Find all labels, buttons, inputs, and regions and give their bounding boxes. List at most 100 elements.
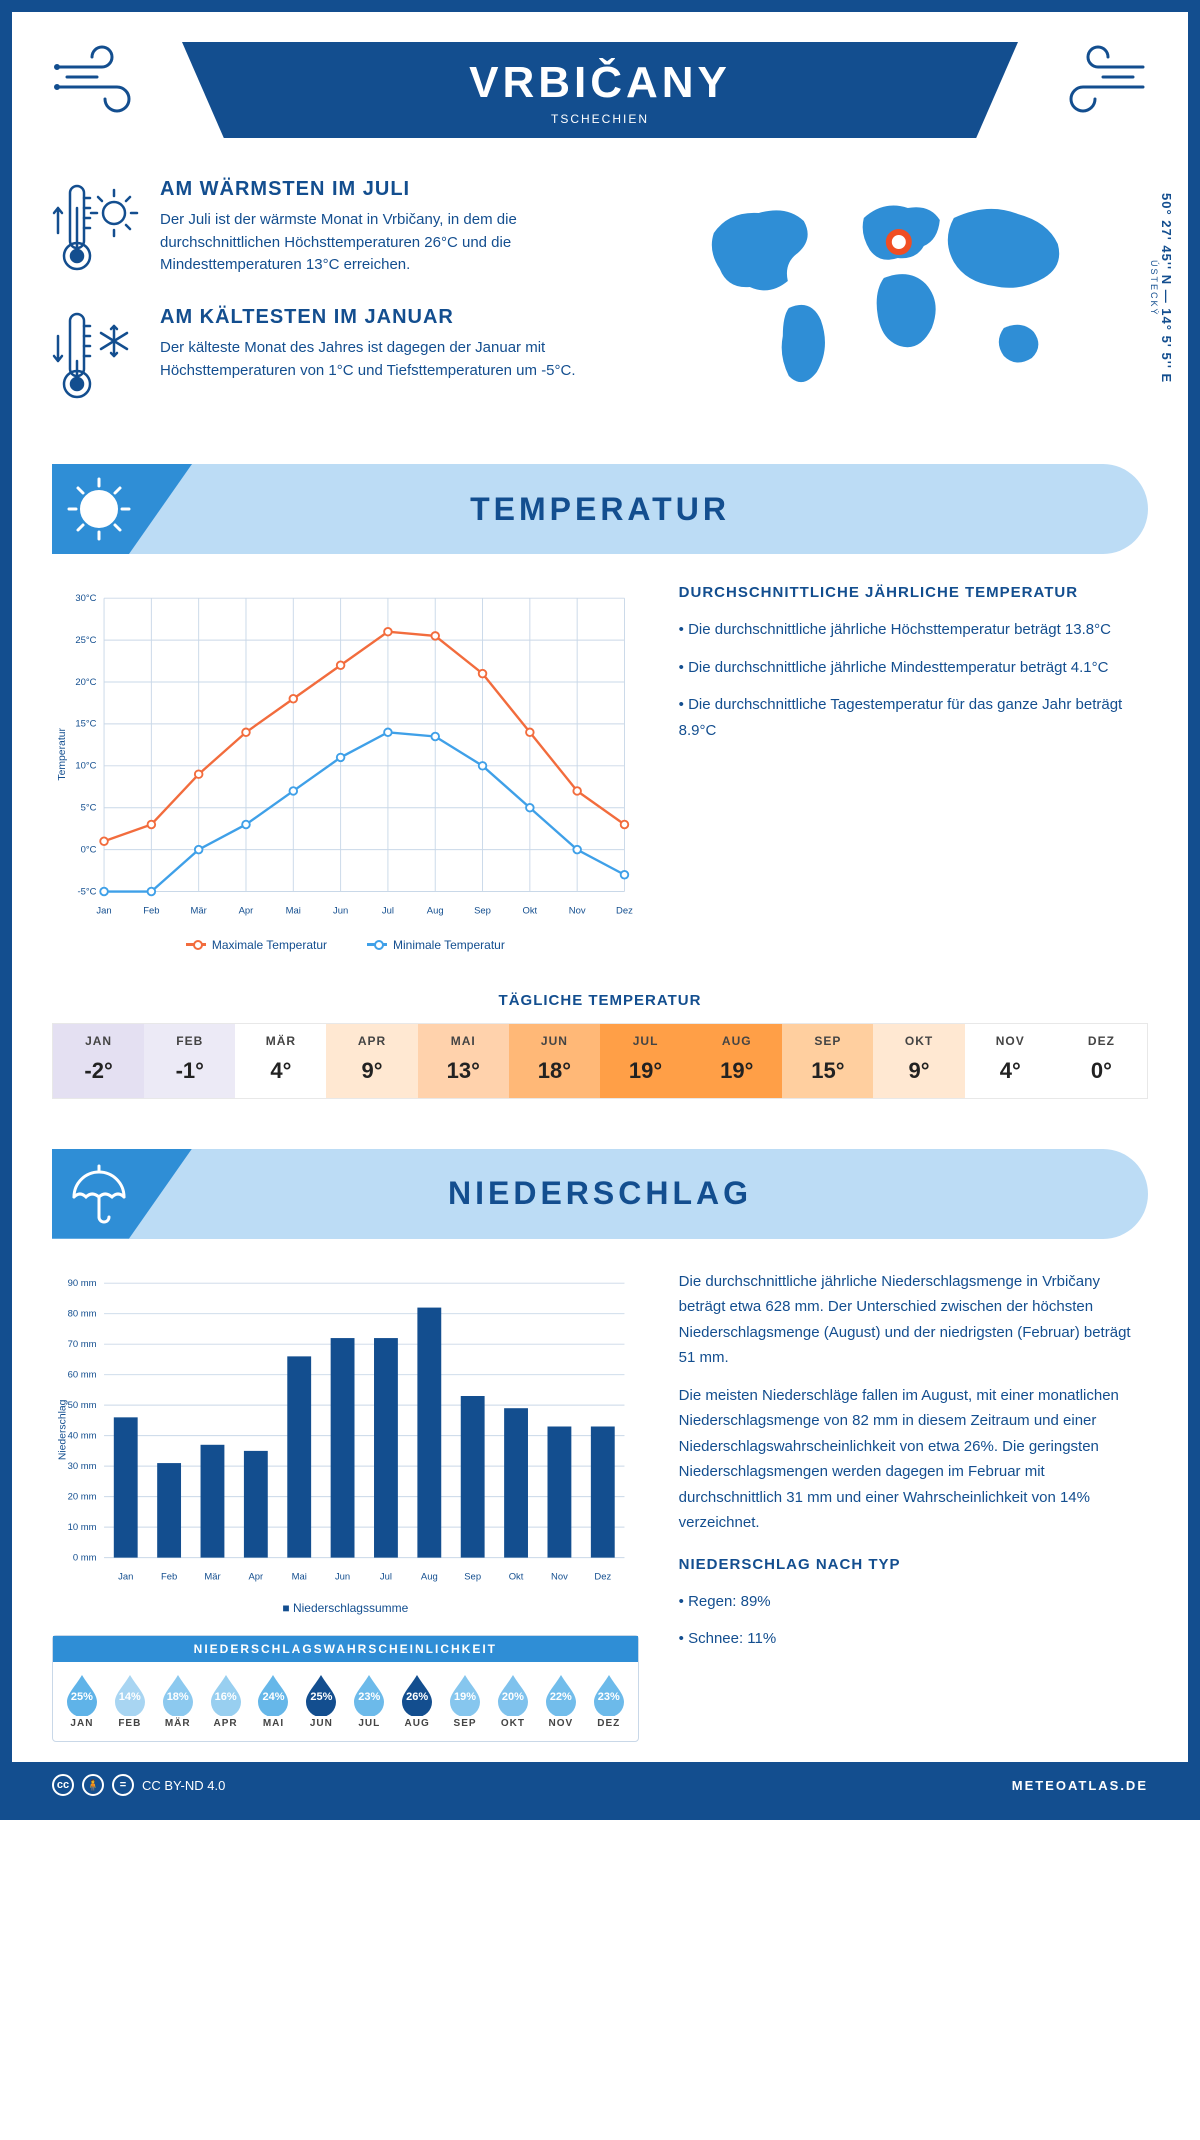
daily-cell: FEB-1°: [144, 1024, 235, 1098]
sun-icon: [64, 474, 134, 544]
coldest-fact: AM KÄLTESTEN IM JANUAR Der kälteste Mona…: [52, 306, 610, 406]
svg-text:20°C: 20°C: [75, 677, 96, 688]
cc-icon: cc: [52, 1774, 74, 1796]
thermometer-sun-icon: [52, 178, 142, 278]
prob-drop: 19%SEP: [442, 1672, 488, 1729]
prob-title: NIEDERSCHLAGSWAHRSCHEINLICHKEIT: [53, 1636, 638, 1662]
svg-text:Dez: Dez: [594, 1571, 611, 1582]
svg-text:Jan: Jan: [118, 1571, 133, 1582]
svg-text:Mai: Mai: [292, 1571, 307, 1582]
svg-text:0°C: 0°C: [81, 844, 97, 855]
svg-text:30 mm: 30 mm: [68, 1461, 97, 1472]
temp-text-heading: DURCHSCHNITTLICHE JÄHRLICHE TEMPERATUR: [679, 584, 1148, 601]
coldest-title: AM KÄLTESTEN IM JANUAR: [160, 306, 610, 329]
title-banner: VRBIČANY TSCHECHIEN: [182, 42, 1018, 138]
svg-text:Dez: Dez: [616, 905, 633, 916]
svg-text:Mai: Mai: [286, 905, 301, 916]
daily-cell: MÄR4°: [235, 1024, 326, 1098]
prob-drop: 24%MAI: [251, 1672, 297, 1729]
svg-text:Jun: Jun: [333, 905, 348, 916]
svg-text:Jul: Jul: [382, 905, 394, 916]
header: VRBIČANY TSCHECHIEN: [52, 42, 1148, 138]
svg-text:Nov: Nov: [551, 1571, 568, 1582]
svg-text:Okt: Okt: [522, 905, 537, 916]
svg-text:30°C: 30°C: [75, 593, 96, 604]
world-map: 50° 27' 45'' N — 14° 5' 5'' E ÚSTECKÝ: [640, 178, 1148, 434]
footer: cc 🧍 = CC BY-ND 4.0 METEOATLAS.DE: [12, 1762, 1188, 1808]
svg-text:Feb: Feb: [143, 905, 159, 916]
daily-temp-title: TÄGLICHE TEMPERATUR: [52, 992, 1148, 1009]
svg-text:Niederschlag: Niederschlag: [57, 1399, 68, 1460]
prob-drop: 25%JAN: [59, 1672, 105, 1729]
daily-temp-table: JAN-2°FEB-1°MÄR4°APR9°MAI13°JUN18°JUL19°…: [52, 1023, 1148, 1099]
svg-text:80 mm: 80 mm: [68, 1308, 97, 1319]
svg-text:Aug: Aug: [421, 1571, 438, 1582]
temperature-line-chart: -5°C0°C5°C10°C15°C20°C25°C30°CJanFebMärA…: [52, 584, 639, 925]
region-text: ÚSTECKÝ: [1149, 193, 1159, 383]
svg-text:25°C: 25°C: [75, 635, 96, 646]
precip-type-heading: NIEDERSCHLAG NACH TYP: [679, 1556, 1148, 1573]
prob-drop: 23%DEZ: [586, 1672, 632, 1729]
temperature-banner: TEMPERATUR: [52, 464, 1148, 554]
daily-cell: DEZ0°: [1056, 1024, 1147, 1098]
daily-cell: JUN18°: [509, 1024, 600, 1098]
by-icon: 🧍: [82, 1774, 104, 1796]
wind-icon-left: [52, 42, 162, 122]
svg-text:60 mm: 60 mm: [68, 1369, 97, 1380]
svg-text:10°C: 10°C: [75, 761, 96, 772]
svg-text:Nov: Nov: [569, 905, 586, 916]
temperature-heading: TEMPERATUR: [52, 491, 1148, 528]
daily-cell: JAN-2°: [53, 1024, 144, 1098]
daily-cell: AUG19°: [691, 1024, 782, 1098]
svg-text:20 mm: 20 mm: [68, 1491, 97, 1502]
thermometer-snow-icon: [52, 306, 142, 406]
nd-icon: =: [112, 1774, 134, 1796]
temp-bullet-1: • Die durchschnittliche jährliche Höchst…: [679, 617, 1148, 643]
wind-icon-right: [1038, 42, 1148, 122]
prob-drop: 23%JUL: [346, 1672, 392, 1729]
svg-text:Jul: Jul: [380, 1571, 392, 1582]
svg-text:Feb: Feb: [161, 1571, 177, 1582]
daily-cell: SEP15°: [782, 1024, 873, 1098]
daily-cell: JUL19°: [600, 1024, 691, 1098]
svg-text:90 mm: 90 mm: [68, 1278, 97, 1289]
svg-text:15°C: 15°C: [75, 719, 96, 730]
svg-text:Okt: Okt: [509, 1571, 524, 1582]
temperature-legend: Maximale Temperatur Minimale Temperatur: [52, 938, 639, 952]
precip-para-1: Die durchschnittliche jährliche Niedersc…: [679, 1269, 1148, 1371]
precip-probability-box: NIEDERSCHLAGSWAHRSCHEINLICHKEIT 25%JAN14…: [52, 1635, 639, 1742]
daily-cell: NOV4°: [965, 1024, 1056, 1098]
svg-text:40 mm: 40 mm: [68, 1430, 97, 1441]
daily-cell: MAI13°: [418, 1024, 509, 1098]
daily-cell: APR9°: [326, 1024, 417, 1098]
country-subtitle: TSCHECHIEN: [202, 112, 998, 126]
precip-para-2: Die meisten Niederschläge fallen im Augu…: [679, 1383, 1148, 1536]
warmest-title: AM WÄRMSTEN IM JULI: [160, 178, 610, 201]
prob-drop: 25%JUN: [298, 1672, 344, 1729]
svg-text:Sep: Sep: [474, 905, 491, 916]
svg-text:Jun: Jun: [335, 1571, 350, 1582]
precip-legend: Niederschlagssumme: [52, 1601, 639, 1615]
prob-drop: 26%AUG: [394, 1672, 440, 1729]
svg-text:Temperatur: Temperatur: [57, 728, 68, 781]
temp-bullet-2: • Die durchschnittliche jährliche Mindes…: [679, 655, 1148, 681]
svg-text:5°C: 5°C: [81, 803, 97, 814]
license-text: CC BY-ND 4.0: [142, 1778, 225, 1793]
precipitation-bar-chart: 0 mm10 mm20 mm30 mm40 mm50 mm60 mm70 mm8…: [52, 1269, 639, 1591]
warmest-fact: AM WÄRMSTEN IM JULI Der Juli ist der wär…: [52, 178, 610, 278]
coldest-text: Der kälteste Monat des Jahres ist dagege…: [160, 337, 610, 382]
precip-snow: • Schnee: 11%: [679, 1626, 1148, 1652]
prob-drop: 22%NOV: [538, 1672, 584, 1729]
svg-text:Apr: Apr: [239, 905, 254, 916]
daily-cell: OKT9°: [873, 1024, 964, 1098]
precipitation-heading: NIEDERSCHLAG: [52, 1175, 1148, 1212]
precip-rain: • Regen: 89%: [679, 1589, 1148, 1615]
precipitation-banner: NIEDERSCHLAG: [52, 1149, 1148, 1239]
svg-text:Mär: Mär: [204, 1571, 220, 1582]
svg-text:Mär: Mär: [191, 905, 207, 916]
svg-text:Sep: Sep: [464, 1571, 481, 1582]
svg-text:10 mm: 10 mm: [68, 1522, 97, 1533]
prob-drop: 14%FEB: [107, 1672, 153, 1729]
prob-drop: 18%MÄR: [155, 1672, 201, 1729]
svg-text:-5°C: -5°C: [77, 886, 96, 897]
